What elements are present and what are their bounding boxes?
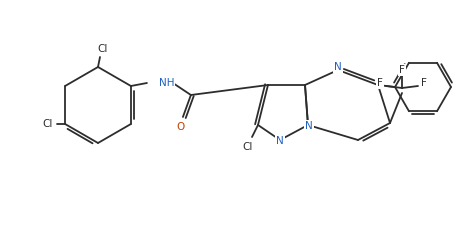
Text: Cl: Cl bbox=[243, 142, 253, 152]
Text: N: N bbox=[276, 136, 284, 146]
Text: N: N bbox=[305, 121, 313, 131]
Text: N: N bbox=[334, 62, 342, 72]
Text: F: F bbox=[421, 78, 427, 88]
Text: Cl: Cl bbox=[98, 44, 108, 54]
Text: F: F bbox=[377, 78, 383, 88]
Text: O: O bbox=[177, 122, 185, 132]
Text: NH: NH bbox=[159, 78, 174, 88]
Text: Cl: Cl bbox=[42, 119, 52, 129]
Text: F: F bbox=[399, 65, 405, 75]
